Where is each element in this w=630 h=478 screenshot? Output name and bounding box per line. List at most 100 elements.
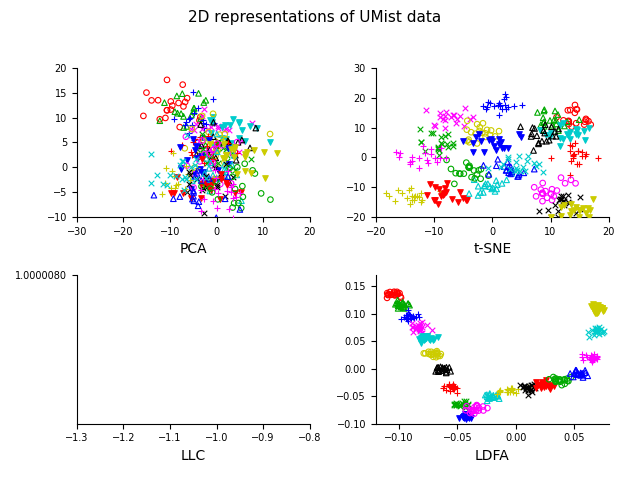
Point	[451, 401, 461, 409]
Point	[544, 133, 554, 141]
Point	[208, 174, 218, 182]
Point	[538, 190, 548, 198]
Point	[177, 141, 187, 149]
Point	[536, 384, 546, 392]
Point	[468, 113, 478, 120]
Point	[527, 124, 537, 131]
Point	[180, 185, 190, 193]
Point	[444, 364, 454, 371]
Point	[560, 224, 570, 232]
Point	[186, 121, 197, 129]
Point	[559, 202, 569, 209]
Point	[433, 200, 443, 208]
Point	[213, 138, 223, 146]
Point	[193, 89, 203, 97]
Point	[408, 315, 418, 322]
Point	[595, 326, 605, 334]
Point	[437, 141, 447, 148]
Point	[208, 146, 218, 154]
Point	[495, 388, 505, 395]
Point	[206, 129, 216, 137]
Point	[411, 192, 421, 200]
Point	[188, 187, 198, 195]
Point	[501, 106, 512, 113]
Point	[537, 380, 547, 387]
Point	[432, 158, 442, 166]
Point	[194, 151, 204, 159]
Point	[195, 154, 205, 162]
Point	[471, 402, 481, 410]
Point	[542, 380, 553, 388]
Point	[234, 119, 244, 127]
Point	[478, 120, 488, 127]
Point	[229, 143, 239, 151]
Point	[436, 367, 446, 374]
Point	[407, 153, 417, 161]
Point	[508, 389, 518, 396]
Point	[221, 145, 231, 153]
Point	[537, 179, 547, 187]
Point	[403, 300, 413, 307]
Point	[469, 167, 479, 174]
Point	[204, 164, 214, 172]
Point	[598, 307, 608, 315]
Point	[197, 183, 207, 190]
Point	[430, 196, 440, 204]
Point	[546, 130, 556, 137]
Point	[392, 289, 402, 297]
Point	[203, 175, 214, 183]
Point	[562, 130, 572, 137]
Point	[194, 147, 204, 154]
Point	[506, 163, 516, 171]
Point	[580, 152, 590, 160]
Point	[553, 207, 563, 215]
Point	[511, 390, 521, 397]
Point	[447, 383, 457, 391]
Point	[476, 189, 486, 196]
Point	[166, 184, 176, 192]
Point	[404, 310, 415, 317]
Point	[197, 112, 207, 120]
Point	[543, 206, 553, 214]
Point	[541, 382, 551, 390]
Point	[244, 122, 255, 130]
Point	[202, 142, 212, 150]
Point	[209, 145, 219, 153]
Point	[433, 368, 444, 376]
Point	[202, 159, 212, 166]
Point	[462, 406, 472, 414]
Point	[180, 144, 190, 152]
Point	[539, 122, 549, 130]
Point	[427, 145, 437, 152]
Point	[581, 115, 591, 123]
Point	[192, 146, 202, 153]
Point	[178, 189, 188, 196]
Point	[461, 413, 471, 420]
Point	[492, 390, 502, 398]
Point	[202, 182, 212, 190]
Point	[578, 205, 588, 212]
Point	[550, 375, 560, 382]
Point	[249, 147, 259, 154]
Point	[472, 402, 482, 410]
Point	[546, 123, 556, 130]
Point	[464, 163, 474, 171]
Point	[578, 374, 588, 381]
Point	[575, 371, 585, 379]
Point	[551, 120, 561, 128]
Point	[472, 171, 482, 178]
Point	[197, 152, 207, 160]
Point	[548, 373, 558, 381]
Point	[445, 368, 455, 375]
Point	[238, 193, 248, 201]
Point	[581, 150, 591, 157]
Point	[541, 137, 551, 145]
Point	[409, 196, 419, 204]
Point	[463, 413, 473, 420]
Point	[507, 168, 517, 175]
Point	[190, 170, 200, 178]
Point	[206, 152, 216, 160]
Point	[546, 385, 556, 392]
Point	[513, 173, 524, 180]
Point	[589, 356, 599, 363]
